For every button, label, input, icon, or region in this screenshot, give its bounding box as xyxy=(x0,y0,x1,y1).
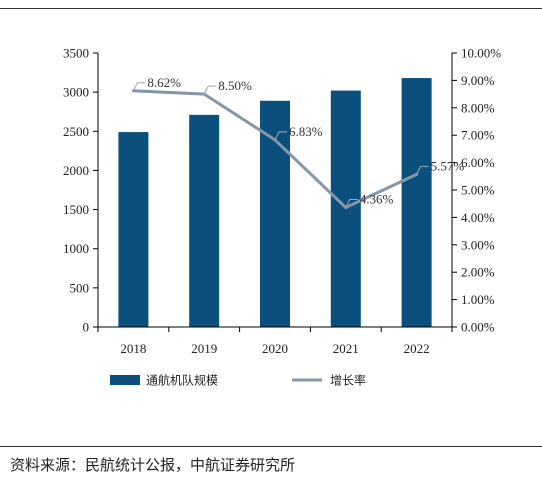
right-tick-label: 7.00% xyxy=(461,128,495,143)
bar-2018 xyxy=(118,132,149,327)
growth-label-2020: 6.83% xyxy=(289,124,323,139)
right-tick-label: 8.00% xyxy=(461,100,495,115)
right-tick-label: 2.00% xyxy=(461,265,495,280)
label-leader-2021 xyxy=(345,199,358,208)
left-tick-label: 3000 xyxy=(63,85,89,100)
x-tick-label-2021: 2021 xyxy=(333,341,359,356)
bars-layer xyxy=(118,78,432,328)
left-tick-label: 2000 xyxy=(63,163,89,178)
right-tick-label: 4.00% xyxy=(461,210,495,225)
bar-2019 xyxy=(189,114,220,328)
x-tick-label-2022: 2022 xyxy=(404,341,430,356)
source-note: 资料来源：民航统计公报，中航证券研究所 xyxy=(10,456,296,474)
chart: 0 500 1000 1500 2000 2500 3000 3500 0.00% 1.00% 2.… xyxy=(63,46,501,388)
growth-label-2022: 5.57% xyxy=(431,158,465,173)
right-tick-label: 0.00% xyxy=(461,320,495,335)
label-leader-2018 xyxy=(132,82,146,92)
legend-bar-swatch xyxy=(110,375,140,385)
bar-2022 xyxy=(401,78,432,328)
legend-line-label: 增长率 xyxy=(330,373,366,388)
label-leader-2019 xyxy=(203,85,217,95)
data-labels-layer: 8.62% 8.50% 6.83% 4.36% 5.57% xyxy=(132,75,465,208)
bottom-rule xyxy=(0,446,542,447)
left-tick-label: 500 xyxy=(70,280,90,295)
legend-bar-label: 通航机队规模 xyxy=(146,373,218,388)
legend: 通航机队规模 增长率 xyxy=(110,373,366,388)
growth-label-2019: 8.50% xyxy=(218,78,252,93)
label-leader-2020 xyxy=(274,131,287,141)
top-rule xyxy=(0,8,542,9)
x-tick-label-2019: 2019 xyxy=(191,341,217,356)
x-tick-label-2018: 2018 xyxy=(120,341,146,356)
left-tick-label: 1000 xyxy=(63,241,89,256)
x-tick-label-2020: 2020 xyxy=(262,341,288,356)
right-tick-label: 1.00% xyxy=(461,292,495,307)
right-tick-label: 10.00% xyxy=(461,46,501,61)
growth-label-2021: 4.36% xyxy=(360,192,394,207)
right-tick-label: 9.00% xyxy=(461,73,495,88)
axes-layer: 0 500 1000 1500 2000 2500 3000 3500 0.00% 1.00% 2.… xyxy=(63,46,501,357)
label-leader-2022 xyxy=(416,165,429,175)
growth-label-2018: 8.62% xyxy=(147,75,181,90)
left-tick-label: 3500 xyxy=(63,46,89,61)
right-tick-label: 5.00% xyxy=(461,183,495,198)
left-tick-label: 0 xyxy=(83,320,90,335)
right-tick-label: 6.00% xyxy=(461,155,495,170)
right-tick-label: 3.00% xyxy=(461,237,495,252)
left-tick-label: 2500 xyxy=(63,124,89,139)
left-tick-label: 1500 xyxy=(63,202,89,217)
